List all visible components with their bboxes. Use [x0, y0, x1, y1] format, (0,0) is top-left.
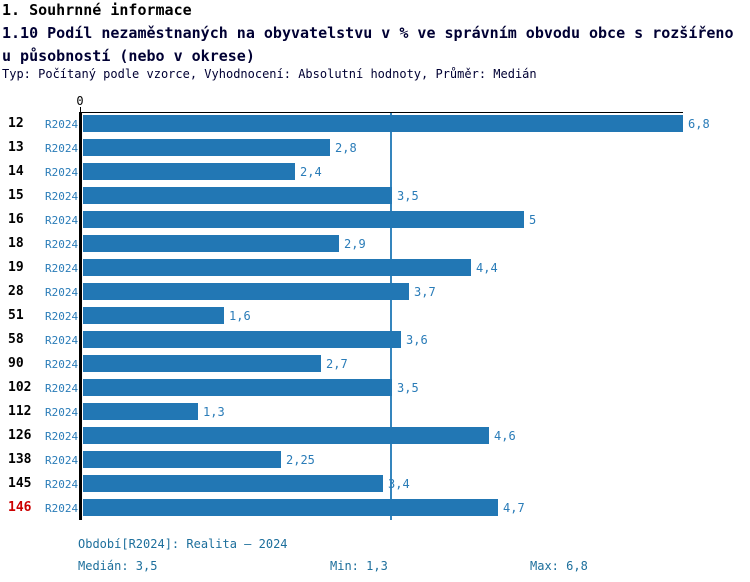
section-title: 1. Souhrnné informace [2, 1, 192, 19]
chart-row: 16 R2024 5 [0, 211, 750, 228]
row-category-label: 15 [8, 188, 24, 203]
chart-row: 102 R2024 3,5 [0, 379, 750, 396]
median-stat-label: Medián: 3,5 [78, 559, 158, 573]
x-axis-tick [80, 107, 81, 113]
row-series-label: R2024 [45, 214, 79, 227]
row-series-label: R2024 [45, 406, 79, 419]
value-bar [83, 115, 683, 132]
chart-row: 13 R2024 2,8 [0, 139, 750, 156]
value-bar [83, 451, 281, 468]
row-category-label: 14 [8, 164, 24, 179]
bar-value-label: 6,8 [688, 117, 710, 131]
row-category-label: 90 [8, 356, 24, 371]
row-category-label: 58 [8, 332, 24, 347]
chart-row: 58 R2024 3,6 [0, 331, 750, 348]
value-bar [83, 283, 409, 300]
value-bar [83, 211, 524, 228]
value-bar [83, 235, 339, 252]
value-bar [83, 307, 224, 324]
row-series-label: R2024 [45, 118, 79, 131]
chart-row: 12 R2024 6,8 [0, 115, 750, 132]
row-series-label: R2024 [45, 262, 79, 275]
row-series-label: R2024 [45, 454, 79, 467]
chart-row: 18 R2024 2,9 [0, 235, 750, 252]
row-category-label: 146 [8, 500, 32, 515]
row-series-label: R2024 [45, 430, 79, 443]
chart-row: 51 R2024 1,6 [0, 307, 750, 324]
chart-row: 146 R2024 4,7 [0, 499, 750, 516]
indicator-title-line2: u působností (nebo v okrese) [2, 47, 255, 65]
bar-value-label: 3,7 [414, 285, 436, 299]
row-category-label: 112 [8, 404, 32, 419]
value-bar [83, 187, 392, 204]
min-stat-label: Min: 1,3 [330, 559, 388, 573]
bar-value-label: 4,4 [476, 261, 498, 275]
row-category-label: 138 [8, 452, 32, 467]
row-series-label: R2024 [45, 358, 79, 371]
bar-value-label: 1,3 [203, 405, 225, 419]
y-axis-line [79, 112, 82, 520]
row-series-label: R2024 [45, 142, 79, 155]
indicator-meta: Typ: Počítaný podle vzorce, Vyhodnocení:… [2, 67, 537, 81]
row-category-label: 13 [8, 140, 24, 155]
row-series-label: R2024 [45, 190, 79, 203]
x-axis-line [81, 112, 683, 113]
row-category-label: 12 [8, 116, 24, 131]
bar-value-label: 4,7 [503, 501, 525, 515]
value-bar [83, 403, 198, 420]
median-line [390, 113, 392, 520]
row-category-label: 51 [8, 308, 24, 323]
row-category-label: 145 [8, 476, 32, 491]
bar-value-label: 4,6 [494, 429, 516, 443]
row-category-label: 19 [8, 260, 24, 275]
row-series-label: R2024 [45, 478, 79, 491]
row-series-label: R2024 [45, 382, 79, 395]
value-bar [83, 499, 498, 516]
bar-value-label: 3,5 [397, 189, 419, 203]
chart-row: 112 R2024 1,3 [0, 403, 750, 420]
indicator-title-line1: 1.10 Podíl nezaměstnaných na obyvatelstv… [2, 24, 734, 42]
value-bar [83, 475, 383, 492]
row-category-label: 126 [8, 428, 32, 443]
row-series-label: R2024 [45, 286, 79, 299]
row-series-label: R2024 [45, 166, 79, 179]
bar-value-label: 2,8 [335, 141, 357, 155]
row-category-label: 16 [8, 212, 24, 227]
bar-value-label: 5 [529, 213, 537, 227]
bar-value-label: 2,9 [344, 237, 366, 251]
value-bar [83, 331, 401, 348]
value-bar [83, 427, 489, 444]
row-series-label: R2024 [45, 238, 79, 251]
row-series-label: R2024 [45, 310, 79, 323]
chart-row: 126 R2024 4,6 [0, 427, 750, 444]
chart-row: 145 R2024 3,4 [0, 475, 750, 492]
period-label: Období[R2024]: Realita – 2024 [78, 537, 288, 551]
chart-row: 90 R2024 2,7 [0, 355, 750, 372]
bar-value-label: 2,4 [300, 165, 322, 179]
value-bar [83, 355, 321, 372]
value-bar [83, 139, 330, 156]
chart-row: 28 R2024 3,7 [0, 283, 750, 300]
chart-row: 138 R2024 2,25 [0, 451, 750, 468]
chart-row: 19 R2024 4,4 [0, 259, 750, 276]
value-bar [83, 379, 392, 396]
bar-value-label: 2,25 [286, 453, 315, 467]
value-bar [83, 259, 471, 276]
bar-value-label: 2,7 [326, 357, 348, 371]
bar-value-label: 1,6 [229, 309, 251, 323]
chart-row: 14 R2024 2,4 [0, 163, 750, 180]
row-category-label: 28 [8, 284, 24, 299]
bar-value-label: 3,6 [406, 333, 428, 347]
value-bar [83, 163, 295, 180]
x-axis-zero-label: 0 [76, 94, 84, 108]
row-category-label: 102 [8, 380, 32, 395]
bar-value-label: 3,4 [388, 477, 410, 491]
row-series-label: R2024 [45, 502, 79, 515]
bar-value-label: 3,5 [397, 381, 419, 395]
row-series-label: R2024 [45, 334, 79, 347]
chart-row: 15 R2024 3,5 [0, 187, 750, 204]
max-stat-label: Max: 6,8 [530, 559, 588, 573]
row-category-label: 18 [8, 236, 24, 251]
